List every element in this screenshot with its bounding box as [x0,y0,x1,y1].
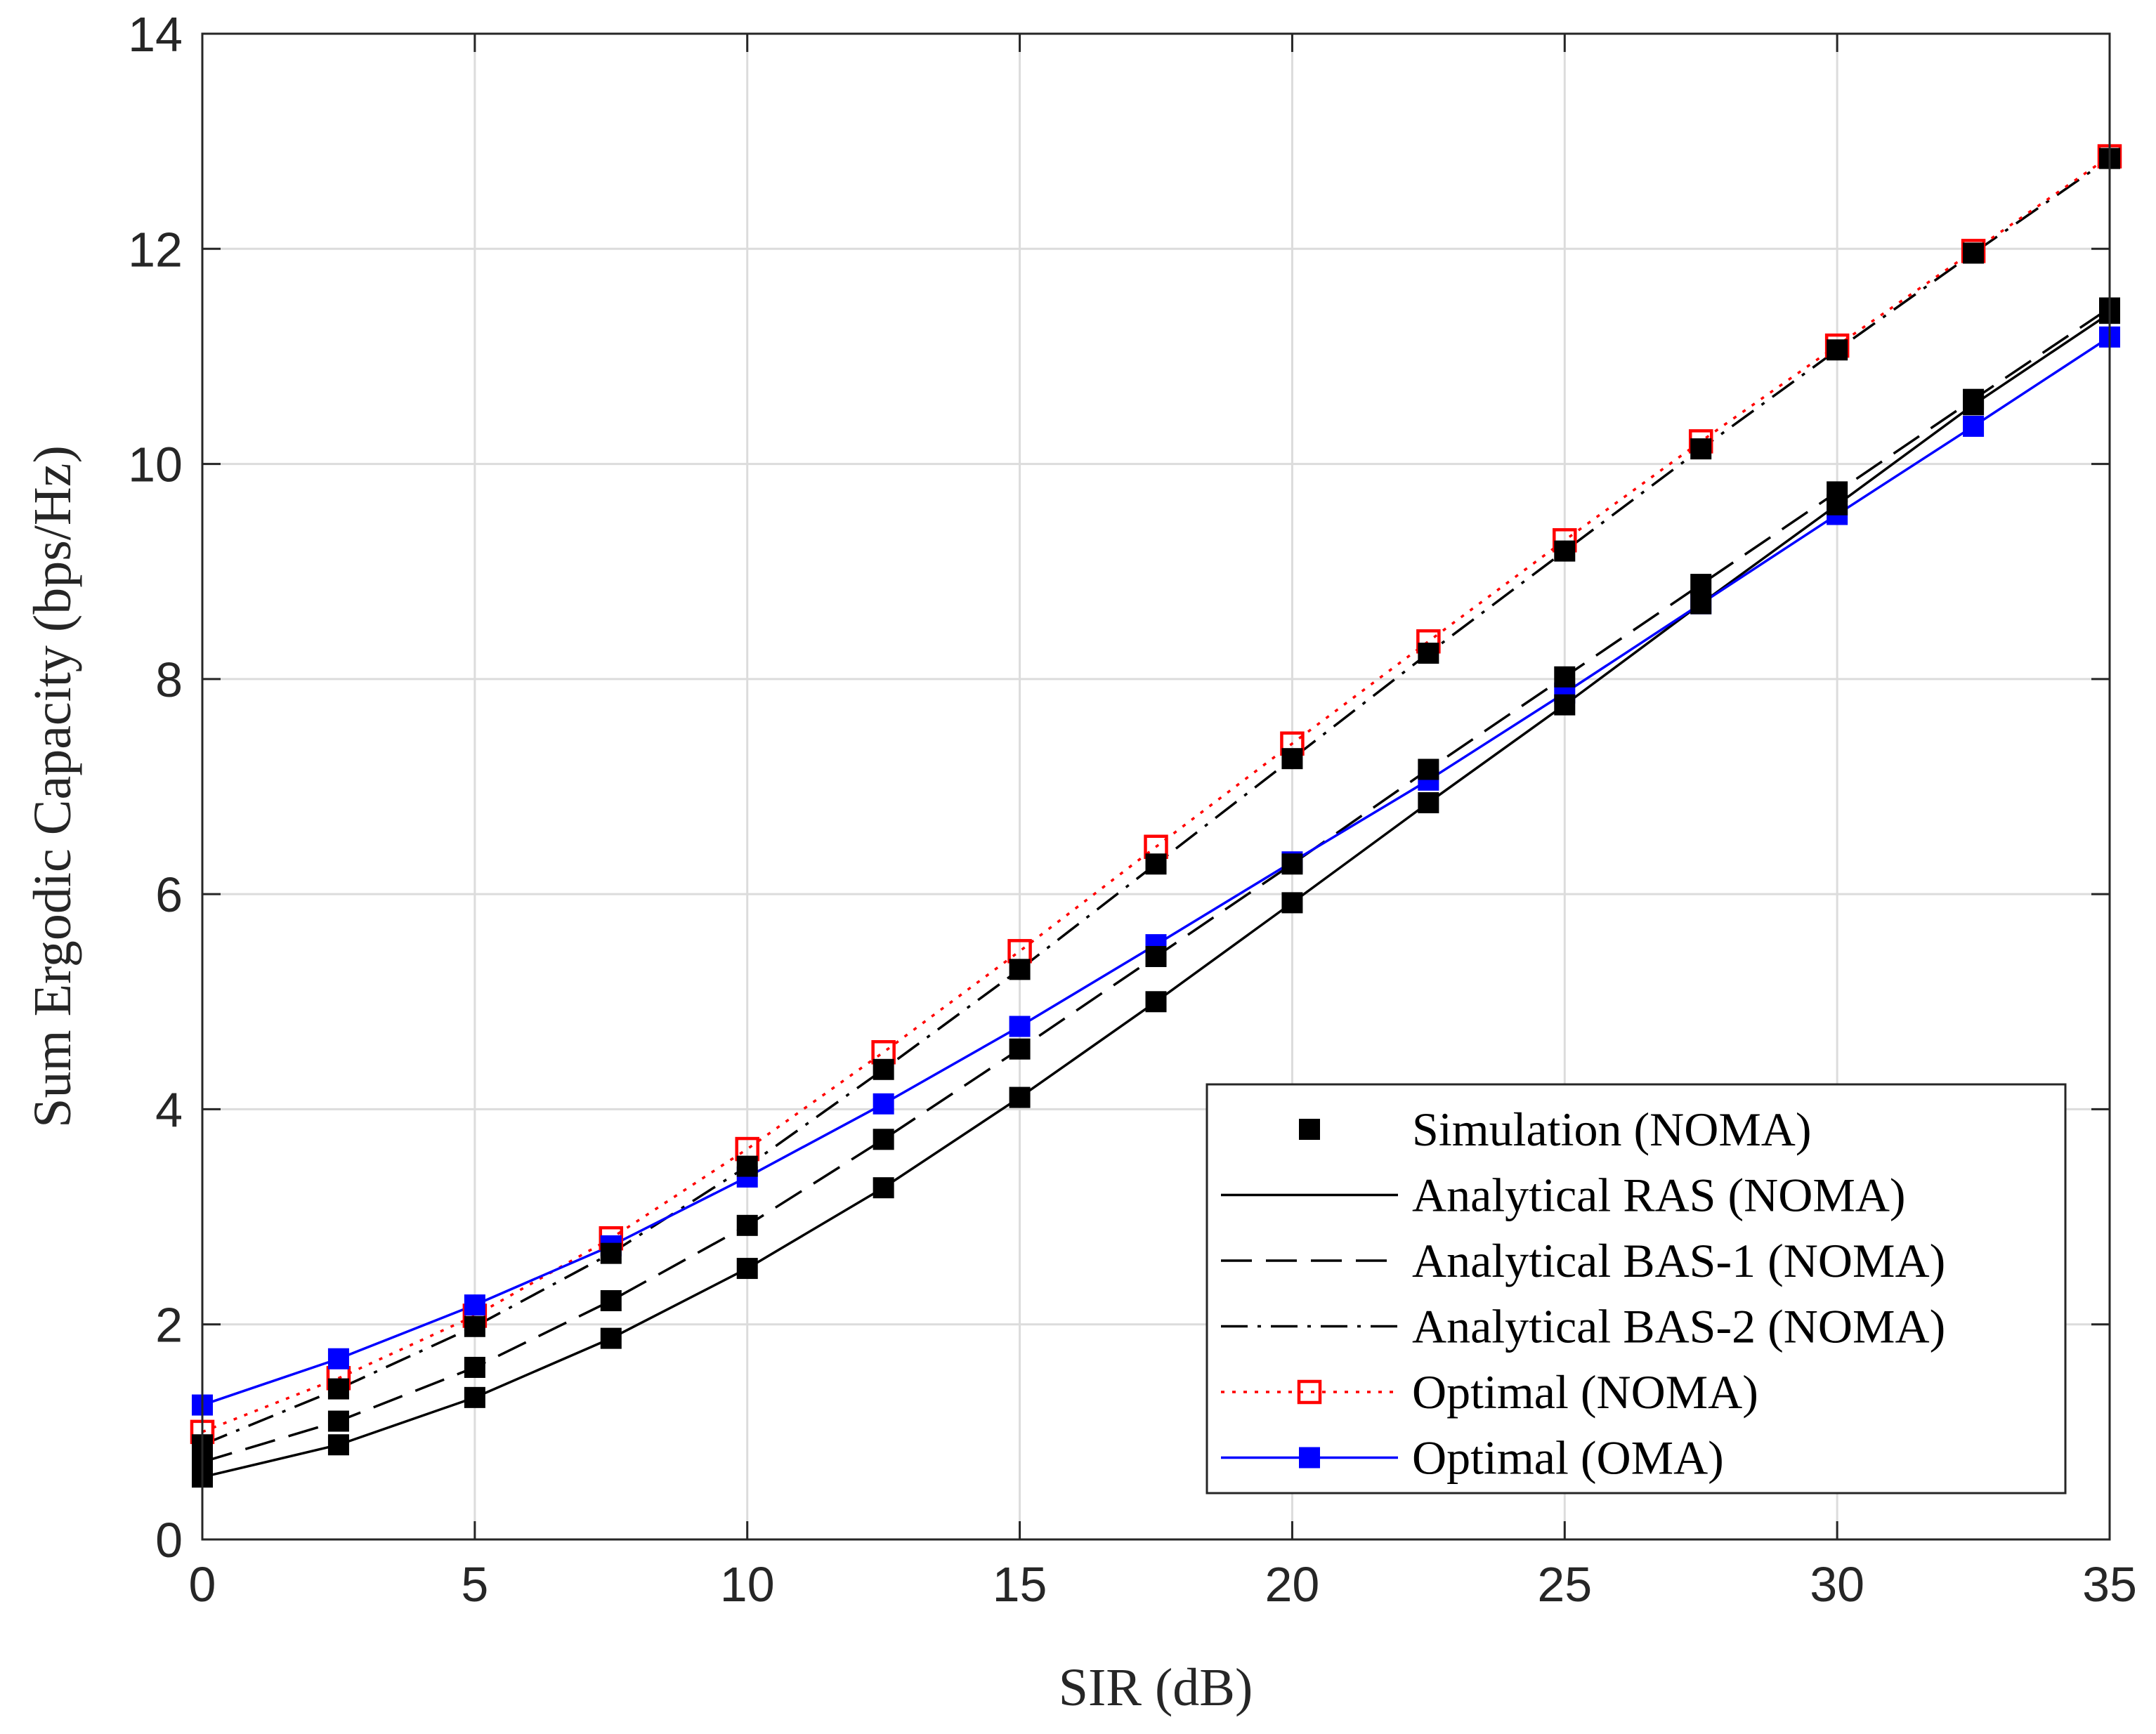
point-simulation-noma [327,1410,349,1432]
point-simulation-noma [327,1434,349,1456]
y-tick-label: 2 [155,1298,183,1353]
y-axis-label: Sum Ergodic Capacity (bps/Hz) [23,445,82,1128]
point-simulation-noma [1690,593,1712,615]
point-simulation-noma [873,1129,894,1150]
point-simulation-noma [873,1058,894,1080]
point-simulation-noma [600,1290,622,1312]
point-simulation-noma [1145,991,1167,1013]
legend-label-simulation-noma: Simulation (NOMA) [1412,1103,1812,1156]
legend-label-analytical-bas-2-noma: Analytical BAS-2 (NOMA) [1412,1300,1945,1353]
x-tick-label: 0 [189,1557,216,1612]
x-tick-label: 10 [720,1557,775,1612]
point-simulation-noma [1963,242,1985,264]
point-simulation-noma [1281,853,1303,875]
legend: Simulation (NOMA) Analytical RAS (NOMA) An… [1206,1083,2067,1495]
point-simulation-noma [1009,959,1031,980]
legend-label-analytical-bas-1-noma: Analytical BAS-1 (NOMA) [1412,1234,1945,1287]
y-tick-label: 8 [155,652,183,707]
point-simulation-noma [1281,892,1303,914]
point-optimal-oma [1009,1016,1031,1037]
point-simulation-noma [600,1327,622,1349]
legend-label-optimal-oma: Optimal (OMA) [1412,1431,1724,1485]
point-simulation-noma [1554,540,1576,562]
point-simulation-noma [1554,694,1576,716]
point-simulation-noma [464,1386,485,1408]
x-tick-label: 30 [1810,1557,1864,1612]
point-simulation-noma [327,1378,349,1400]
point-optimal-oma [873,1093,894,1115]
point-simulation-noma [736,1258,758,1280]
legend-label-analytical-ras-noma: Analytical RAS (NOMA) [1412,1169,1906,1222]
point-simulation-noma [736,1214,758,1236]
x-tick-label: 15 [993,1557,1047,1612]
point-optimal-oma [327,1348,349,1370]
y-tick-label: 14 [128,7,183,62]
y-tick-label: 12 [128,222,183,277]
plot-frame [201,32,2111,1541]
point-simulation-noma [1690,574,1712,596]
point-simulation-noma [464,1315,485,1337]
point-simulation-noma [1009,1038,1031,1060]
y-tick-label: 6 [155,867,183,922]
x-tick-label: 35 [2082,1557,2137,1612]
x-tick-label: 20 [1265,1557,1319,1612]
point-simulation-noma [1418,758,1439,780]
point-simulation-noma [1554,666,1576,688]
tick-labels: 0 5 10 15 20 25 30 35 0 2 4 6 8 10 12 14 [128,7,2137,1612]
point-simulation-noma [1827,481,1848,503]
point-simulation-noma [1418,792,1439,813]
x-tick-label: 25 [1537,1557,1592,1612]
y-tick-label: 10 [128,438,183,492]
point-simulation-noma [1009,1086,1031,1108]
legend-label-optimal-noma: Optimal (NOMA) [1412,1365,1758,1419]
x-tick-label: 5 [461,1557,488,1612]
legend-box [1206,1083,2067,1495]
series-line-optimal-noma [202,155,2110,1433]
point-simulation-noma [736,1155,758,1177]
x-axis-label: SIR (dB) [1059,1658,1253,1717]
point-simulation-noma [1827,339,1848,361]
series-layer [190,144,2122,1488]
point-simulation-noma [464,1356,485,1378]
point-simulation-noma [873,1177,894,1199]
legend-marker-simulation-noma [1299,1119,1320,1140]
point-simulation-noma [1145,853,1167,875]
point-simulation-noma [1281,748,1303,770]
point-optimal-oma [464,1294,485,1316]
point-simulation-noma [1963,388,1985,410]
point-optimal-oma [1963,415,1985,437]
legend-marker-optimal-noma [1297,1379,1322,1405]
point-simulation-noma [1690,438,1712,460]
axis-ticks [201,32,2111,1541]
point-simulation-noma [600,1242,622,1264]
y-tick-label: 4 [155,1082,183,1137]
point-simulation-noma [1145,945,1167,967]
legend-marker-optimal-oma [1299,1447,1320,1469]
y-tick-label: 0 [155,1513,183,1568]
point-simulation-noma [1418,643,1439,664]
